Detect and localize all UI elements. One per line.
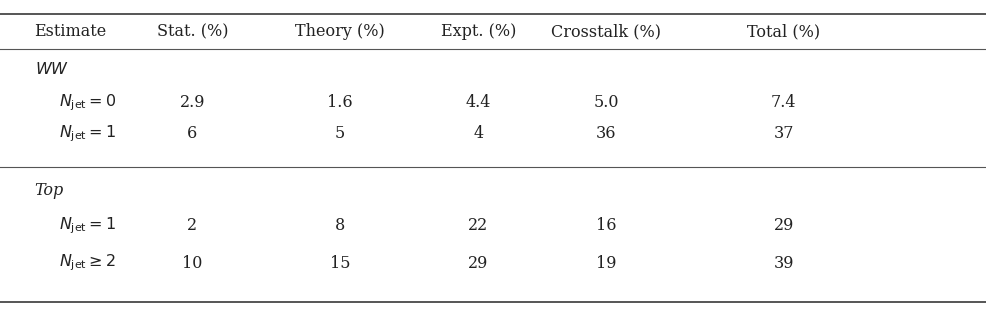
Text: 4.4: 4.4: [465, 94, 491, 111]
Text: 36: 36: [597, 125, 616, 142]
Text: 39: 39: [774, 255, 794, 272]
Text: 2: 2: [187, 217, 197, 234]
Text: Crosstalk (%): Crosstalk (%): [551, 23, 662, 40]
Text: 2.9: 2.9: [179, 94, 205, 111]
Text: 4: 4: [473, 125, 483, 142]
Text: 7.4: 7.4: [771, 94, 797, 111]
Text: $N_{\rm jet} = 1$: $N_{\rm jet} = 1$: [59, 215, 116, 236]
Text: 10: 10: [182, 255, 202, 272]
Text: 37: 37: [774, 125, 794, 142]
Text: 19: 19: [597, 255, 616, 272]
Text: Total (%): Total (%): [747, 23, 820, 40]
Text: $N_{\rm jet} = 0$: $N_{\rm jet} = 0$: [59, 92, 116, 113]
Text: 15: 15: [330, 255, 350, 272]
Text: Theory (%): Theory (%): [295, 23, 386, 40]
Text: $\mathit{WW}$: $\mathit{WW}$: [35, 61, 69, 78]
Text: 16: 16: [597, 217, 616, 234]
Text: 5.0: 5.0: [594, 94, 619, 111]
Text: 1.6: 1.6: [327, 94, 353, 111]
Text: Expt. (%): Expt. (%): [441, 23, 516, 40]
Text: 29: 29: [468, 255, 488, 272]
Text: 5: 5: [335, 125, 345, 142]
Text: $N_{\rm jet} = 1$: $N_{\rm jet} = 1$: [59, 123, 116, 144]
Text: 22: 22: [468, 217, 488, 234]
Text: Estimate: Estimate: [35, 23, 106, 40]
Text: $N_{\rm jet} \geq 2$: $N_{\rm jet} \geq 2$: [59, 253, 116, 273]
Text: Stat. (%): Stat. (%): [157, 23, 228, 40]
Text: 29: 29: [774, 217, 794, 234]
Text: 6: 6: [187, 125, 197, 142]
Text: 8: 8: [335, 217, 345, 234]
Text: Top: Top: [35, 182, 64, 199]
